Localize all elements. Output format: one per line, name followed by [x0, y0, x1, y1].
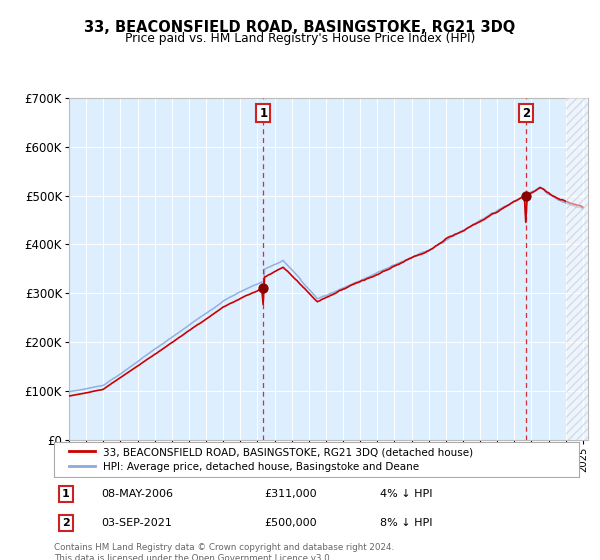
Text: 33, BEACONSFIELD ROAD, BASINGSTOKE, RG21 3DQ: 33, BEACONSFIELD ROAD, BASINGSTOKE, RG21… [85, 20, 515, 35]
Bar [566, 98, 588, 440]
Text: 08-MAY-2006: 08-MAY-2006 [101, 489, 173, 499]
Text: 1: 1 [259, 106, 268, 119]
Text: £311,000: £311,000 [264, 489, 317, 499]
Text: £500,000: £500,000 [264, 518, 317, 528]
Point [259, 283, 268, 292]
Text: Price paid vs. HM Land Registry's House Price Index (HPI): Price paid vs. HM Land Registry's House … [125, 32, 475, 45]
Text: 2: 2 [62, 518, 70, 528]
Text: Contains HM Land Registry data © Crown copyright and database right 2024.
This d: Contains HM Land Registry data © Crown c… [54, 543, 394, 560]
Text: 03-SEP-2021: 03-SEP-2021 [101, 518, 172, 528]
Text: 1: 1 [62, 489, 70, 499]
Text: 4% ↓ HPI: 4% ↓ HPI [380, 489, 432, 499]
Point [521, 191, 530, 200]
Text: 8% ↓ HPI: 8% ↓ HPI [380, 518, 432, 528]
Legend: 33, BEACONSFIELD ROAD, BASINGSTOKE, RG21 3DQ (detached house), HPI: Average pric: 33, BEACONSFIELD ROAD, BASINGSTOKE, RG21… [64, 443, 477, 476]
Text: 2: 2 [522, 106, 530, 119]
